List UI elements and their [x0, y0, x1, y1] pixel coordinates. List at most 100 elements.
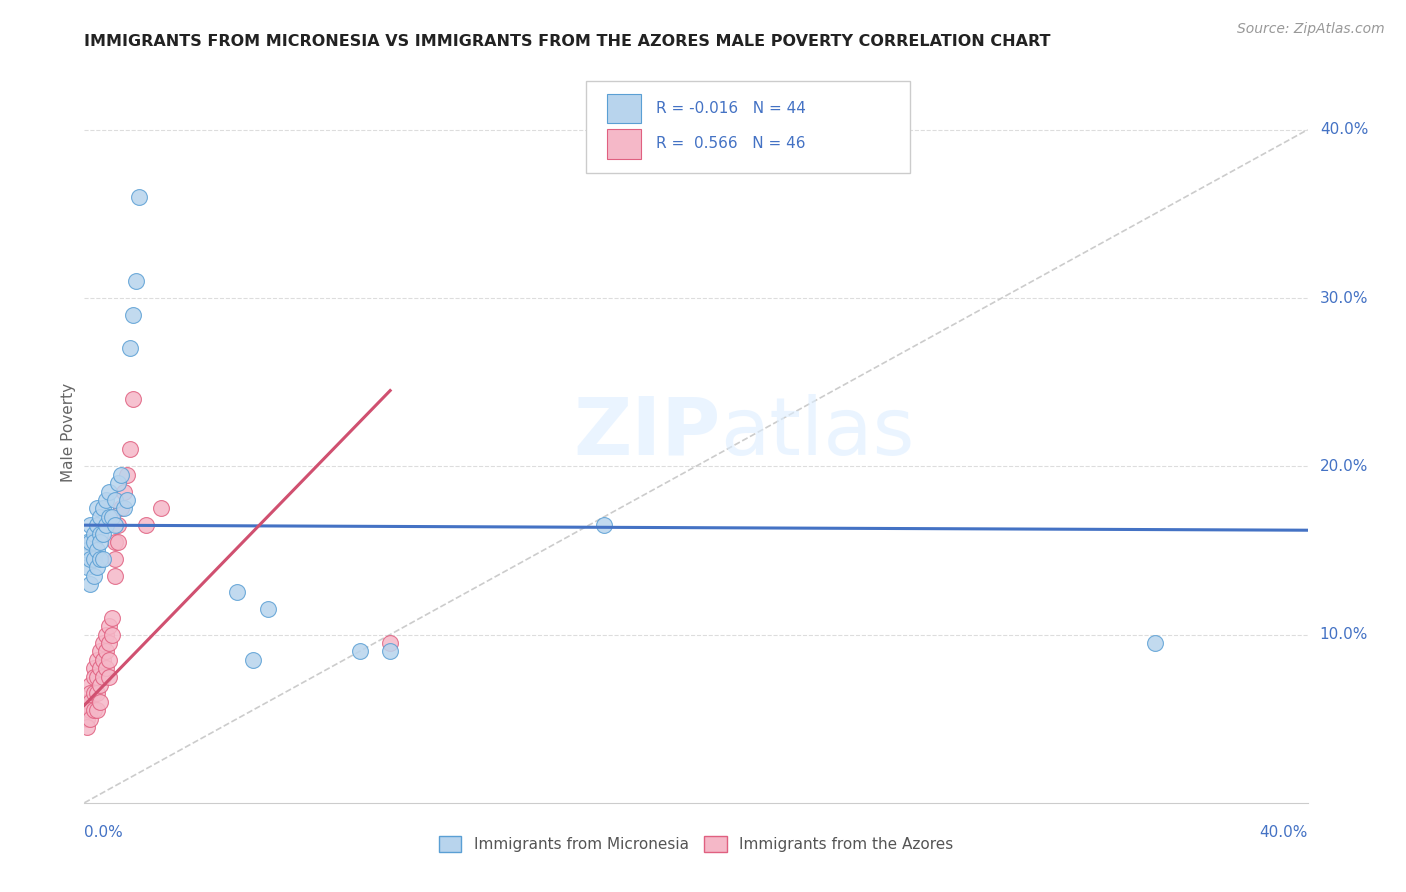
Point: [125, 274, 148, 288]
Point: [94, 518, 117, 533]
Text: 40.0%: 40.0%: [1260, 825, 1308, 840]
Text: Source: ZipAtlas.com: Source: ZipAtlas.com: [1237, 22, 1385, 37]
Point: [380, 636, 402, 650]
Point: [122, 392, 145, 406]
Point: [593, 518, 616, 533]
Point: [79, 712, 101, 726]
Point: [83, 703, 105, 717]
Bar: [606, 129, 641, 159]
Point: [76, 695, 98, 709]
Point: [83, 568, 105, 582]
Point: [257, 602, 280, 616]
Point: [89, 535, 111, 549]
Point: [89, 678, 111, 692]
Point: [97, 670, 120, 684]
Point: [120, 342, 142, 356]
Text: R = -0.016   N = 44: R = -0.016 N = 44: [655, 101, 806, 116]
Point: [89, 661, 111, 675]
Point: [91, 526, 114, 541]
Point: [86, 670, 108, 684]
Text: IMMIGRANTS FROM MICRONESIA VS IMMIGRANTS FROM THE AZORES MALE POVERTY CORRELATIO: IMMIGRANTS FROM MICRONESIA VS IMMIGRANTS…: [84, 34, 1050, 49]
Point: [107, 518, 129, 533]
Point: [86, 518, 108, 533]
Point: [76, 712, 98, 726]
Point: [97, 509, 120, 524]
Point: [120, 442, 142, 457]
Point: [1143, 636, 1166, 650]
Point: [76, 543, 98, 558]
Point: [91, 501, 114, 516]
Point: [91, 653, 114, 667]
Point: [76, 535, 98, 549]
Point: [104, 551, 127, 566]
Text: 30.0%: 30.0%: [1320, 291, 1368, 305]
Point: [79, 695, 101, 709]
Point: [76, 720, 98, 734]
Point: [104, 492, 127, 507]
Point: [79, 535, 101, 549]
Point: [97, 636, 120, 650]
Point: [86, 543, 108, 558]
Point: [86, 501, 108, 516]
Point: [89, 526, 111, 541]
Point: [86, 686, 108, 700]
Point: [104, 518, 127, 533]
Point: [89, 509, 111, 524]
Point: [112, 484, 135, 499]
Point: [94, 627, 117, 641]
Point: [79, 577, 101, 591]
Point: [94, 492, 117, 507]
Point: [76, 560, 98, 574]
Text: atlas: atlas: [720, 393, 915, 472]
Point: [104, 535, 127, 549]
Text: 0.0%: 0.0%: [84, 825, 124, 840]
Point: [91, 636, 114, 650]
Point: [135, 518, 157, 533]
Point: [76, 703, 98, 717]
Point: [94, 661, 117, 675]
Point: [242, 653, 264, 667]
Text: ZIP: ZIP: [574, 393, 720, 472]
Legend: Immigrants from Micronesia, Immigrants from the Azores: Immigrants from Micronesia, Immigrants f…: [433, 830, 959, 858]
Point: [112, 501, 135, 516]
Point: [86, 560, 108, 574]
Point: [226, 585, 249, 599]
Point: [86, 653, 108, 667]
FancyBboxPatch shape: [586, 81, 910, 173]
Point: [101, 610, 124, 624]
Point: [89, 644, 111, 658]
Point: [149, 501, 172, 516]
Point: [349, 644, 371, 658]
Point: [83, 535, 105, 549]
Point: [79, 518, 101, 533]
Text: 10.0%: 10.0%: [1320, 627, 1368, 642]
Point: [97, 619, 120, 633]
Y-axis label: Male Poverty: Male Poverty: [60, 383, 76, 483]
Point: [86, 703, 108, 717]
Point: [89, 551, 111, 566]
Point: [101, 509, 124, 524]
Text: 40.0%: 40.0%: [1320, 122, 1368, 137]
Point: [128, 190, 150, 204]
Point: [79, 551, 101, 566]
Point: [115, 492, 138, 507]
Text: 20.0%: 20.0%: [1320, 458, 1368, 474]
Point: [83, 686, 105, 700]
Point: [83, 526, 105, 541]
Point: [83, 551, 105, 566]
Point: [104, 568, 127, 582]
Point: [89, 695, 111, 709]
Text: R =  0.566   N = 46: R = 0.566 N = 46: [655, 136, 806, 152]
Point: [110, 467, 132, 482]
Point: [97, 484, 120, 499]
Bar: [606, 94, 641, 123]
Point: [79, 678, 101, 692]
Point: [122, 308, 145, 322]
Point: [380, 644, 402, 658]
Point: [107, 535, 129, 549]
Point: [97, 653, 120, 667]
Point: [107, 476, 129, 491]
Point: [79, 686, 101, 700]
Point: [83, 661, 105, 675]
Point: [83, 670, 105, 684]
